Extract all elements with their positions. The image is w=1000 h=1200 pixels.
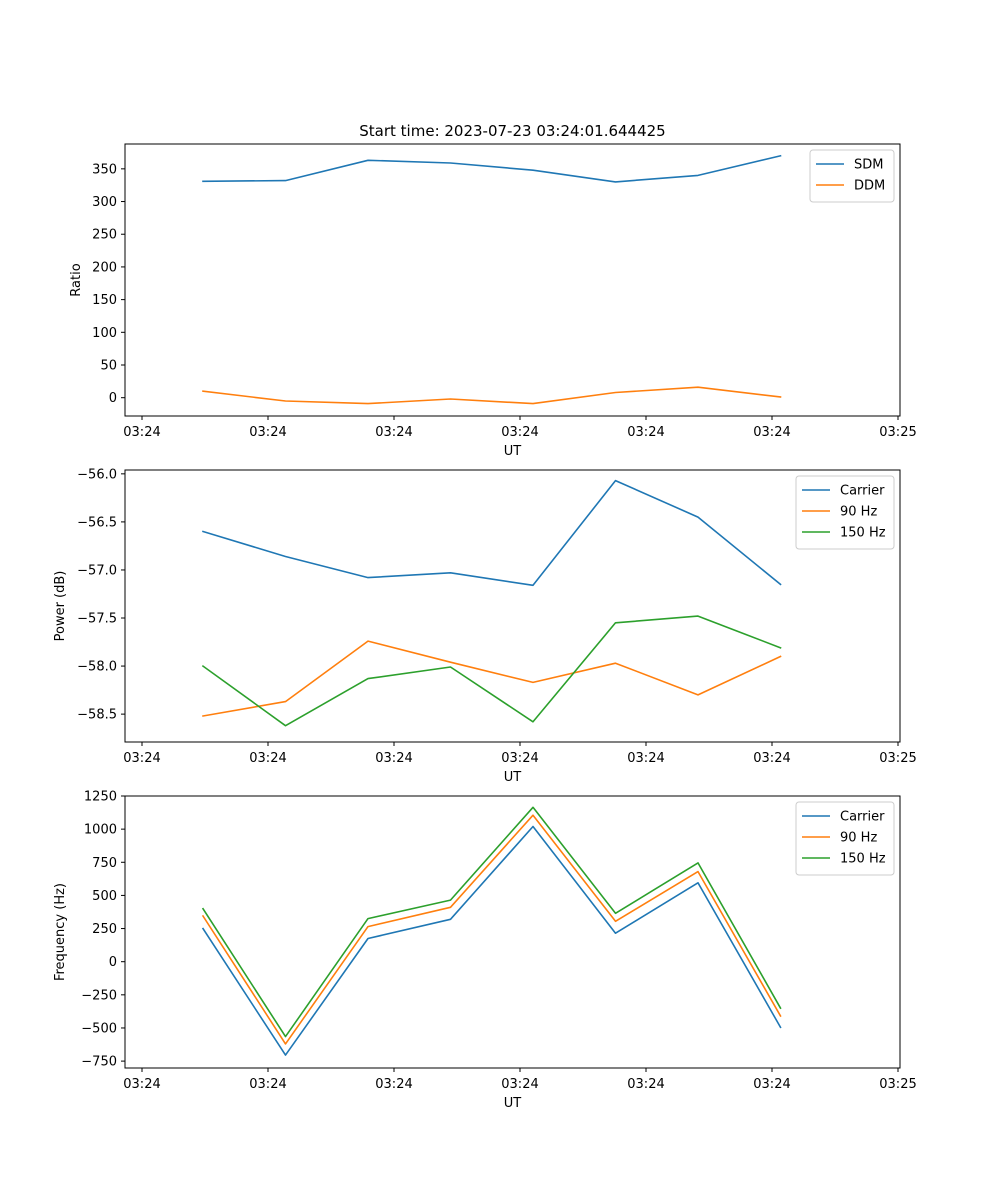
y-tick-label: −750 bbox=[81, 1055, 117, 1070]
x-tick-label: 03:24 bbox=[501, 751, 538, 766]
panel-1: 03:24 03:24 03:24 03:24 03:24 03:24 03:25 UT 0 50… bbox=[69, 143, 917, 459]
x-tick-label: 03:24 bbox=[501, 1077, 538, 1092]
axes-frame bbox=[124, 143, 901, 417]
y-tick-label: 0 bbox=[109, 391, 117, 406]
y-tick-label: −56.5 bbox=[77, 515, 117, 530]
legend-label: Carrier bbox=[840, 810, 885, 825]
y-axis-label: Frequency (Hz) bbox=[53, 883, 68, 981]
y-tick-label: −56.0 bbox=[77, 467, 117, 482]
x-axis-label: UT bbox=[504, 770, 522, 785]
y-tick-label: 750 bbox=[92, 856, 117, 871]
x-tick-label: 03:24 bbox=[375, 1077, 412, 1092]
y-tick-label: 100 bbox=[92, 326, 117, 341]
y-tick-label: 250 bbox=[92, 228, 117, 243]
legend-label: 90 Hz bbox=[840, 831, 877, 846]
y-tick-label: −58.5 bbox=[77, 708, 117, 723]
x-tick-label: 03:24 bbox=[627, 425, 664, 440]
y-tick-label: 1250 bbox=[84, 790, 117, 805]
x-tick-label: 03:24 bbox=[753, 425, 790, 440]
legend bbox=[795, 475, 895, 550]
series-line-150-hz bbox=[201, 806, 782, 1038]
series-line-carrier bbox=[201, 825, 782, 1056]
x-tick-label: 03:24 bbox=[753, 1077, 790, 1092]
x-axis-label: UT bbox=[504, 444, 522, 459]
y-tick-label: 350 bbox=[92, 162, 117, 177]
series-line-90-hz bbox=[202, 640, 782, 717]
legend-label: 90 Hz bbox=[840, 505, 877, 520]
axes-frame bbox=[124, 795, 901, 1069]
legend-label: 150 Hz bbox=[840, 526, 886, 541]
series-line-sdm bbox=[202, 154, 782, 183]
y-tick-label: −250 bbox=[81, 988, 117, 1003]
x-tick-label: 03:24 bbox=[249, 1077, 286, 1092]
y-tick-label: 50 bbox=[100, 359, 117, 374]
x-tick-label: 03:24 bbox=[753, 751, 790, 766]
x-tick-label: 03:24 bbox=[123, 1077, 160, 1092]
series-line-ddm bbox=[202, 386, 782, 405]
x-tick-label: 03:24 bbox=[123, 425, 160, 440]
y-tick-label: 250 bbox=[92, 922, 117, 937]
x-tick-label: 03:24 bbox=[375, 425, 412, 440]
y-tick-label: −58.0 bbox=[77, 660, 117, 675]
legend-label: SDM bbox=[854, 158, 883, 173]
chart-title: Start time: 2023-07-23 03:24:01.644425 bbox=[359, 122, 665, 140]
x-tick-label: 03:24 bbox=[375, 751, 412, 766]
panel-3: 03:24 03:24 03:24 03:24 03:24 03:24 03:25 UT 125… bbox=[53, 790, 917, 1112]
y-tick-label: 1000 bbox=[84, 823, 117, 838]
legend-label: Carrier bbox=[840, 484, 885, 499]
legend-label: DDM bbox=[854, 179, 885, 194]
x-axis-label: UT bbox=[504, 1096, 522, 1111]
axes-frame bbox=[124, 469, 901, 743]
y-axis-label: Power (dB) bbox=[53, 571, 68, 642]
x-tick-label: 03:24 bbox=[249, 425, 286, 440]
x-tick-label: 03:24 bbox=[627, 751, 664, 766]
y-tick-label: −57.5 bbox=[77, 612, 117, 627]
series-line-90-hz bbox=[201, 814, 782, 1045]
y-tick-label: −500 bbox=[81, 1021, 117, 1036]
y-tick-label: 150 bbox=[92, 293, 117, 308]
legend-label: 150 Hz bbox=[840, 852, 886, 867]
series-line-150-hz bbox=[201, 615, 782, 727]
series-line-carrier bbox=[202, 479, 782, 587]
x-tick-label: 03:24 bbox=[249, 751, 286, 766]
y-tick-label: 0 bbox=[109, 955, 117, 970]
x-tick-label: 03:25 bbox=[879, 1077, 916, 1092]
y-tick-label: 200 bbox=[92, 260, 117, 275]
panel-2: 03:24 03:24 03:24 03:24 03:24 03:24 03:25 UT −56… bbox=[53, 467, 917, 785]
x-tick-label: 03:25 bbox=[879, 425, 916, 440]
y-axis-label: Ratio bbox=[69, 263, 84, 296]
x-tick-label: 03:24 bbox=[627, 1077, 664, 1092]
y-tick-label: 300 bbox=[92, 195, 117, 210]
legend bbox=[809, 149, 895, 203]
x-tick-label: 03:24 bbox=[123, 751, 160, 766]
x-tick-label: 03:24 bbox=[501, 425, 538, 440]
y-tick-label: −57.0 bbox=[77, 563, 117, 578]
y-tick-label: 500 bbox=[92, 889, 117, 904]
x-tick-label: 03:25 bbox=[879, 751, 916, 766]
legend bbox=[795, 801, 895, 876]
